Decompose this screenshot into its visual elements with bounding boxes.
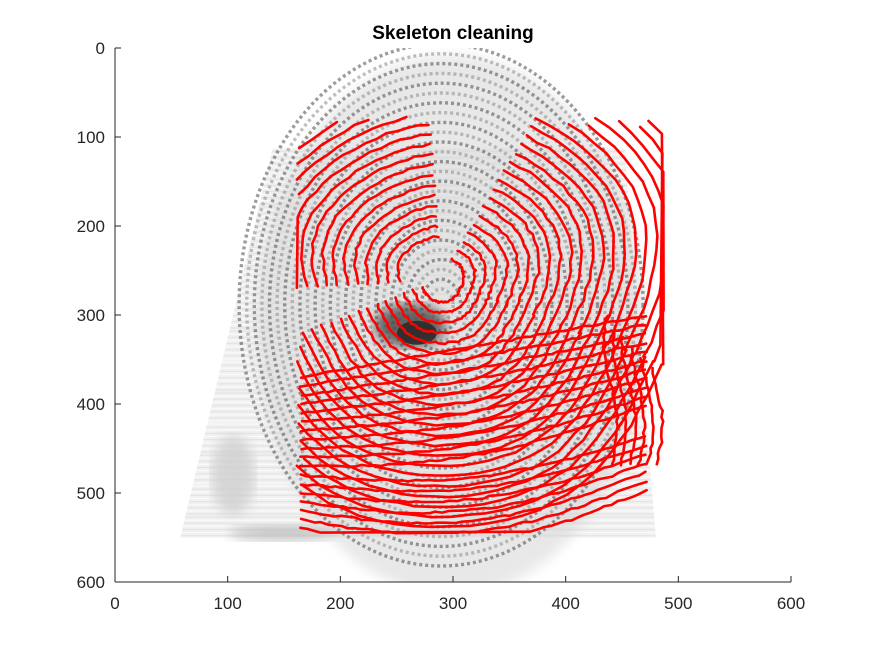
ridge-line <box>514 153 595 331</box>
ridge-line <box>587 124 659 352</box>
ridge-line <box>301 363 663 529</box>
ridge-line <box>450 257 466 289</box>
x-tick-label: 300 <box>439 594 467 613</box>
ridge-line <box>611 324 629 467</box>
ridge-line <box>299 435 647 483</box>
ridge-line <box>466 231 498 298</box>
ridge-line <box>331 174 434 287</box>
ridge-line <box>296 339 599 457</box>
ridge-line <box>300 331 647 397</box>
ridge-line <box>299 470 647 525</box>
ridge-line <box>472 223 510 302</box>
ridge-line <box>376 302 508 356</box>
ridge-line <box>299 480 648 535</box>
ridge-line <box>298 120 339 150</box>
ridge-line <box>319 323 563 417</box>
ridge-line <box>310 152 434 288</box>
ridge-line <box>298 404 647 469</box>
ridge-line <box>300 350 649 415</box>
ridge-line <box>489 196 541 314</box>
ridge-line <box>385 224 439 284</box>
ridge-line <box>481 204 531 309</box>
x-tick-label: 600 <box>777 594 805 613</box>
ridge-line <box>299 444 648 493</box>
ridge-line <box>396 235 440 283</box>
ridge-line <box>297 345 618 477</box>
ridge-line <box>298 324 648 388</box>
chart-title: Skeleton cleaning <box>372 23 534 44</box>
y-tick-label: 400 <box>77 395 105 414</box>
ridge-line <box>299 488 648 534</box>
ridge-line <box>629 345 647 466</box>
ridge-line <box>295 115 408 181</box>
x-axis-ticks: 0 100 200 300 400 500 600 <box>110 576 805 613</box>
ridge-line <box>478 214 520 307</box>
ridge-line <box>363 205 438 286</box>
ridge-line <box>297 123 430 196</box>
ridge-line <box>492 188 552 316</box>
ridge-line <box>298 342 609 468</box>
ridge-line <box>300 360 648 423</box>
ridge-line <box>300 342 648 406</box>
ridge-line <box>567 123 648 349</box>
ridge-line <box>300 142 432 288</box>
ridge-line <box>299 368 647 433</box>
ridge-line <box>411 288 472 315</box>
ridge-line <box>299 376 648 442</box>
ridge-line <box>520 142 606 335</box>
y-tick-label: 100 <box>77 128 105 147</box>
ridge-line <box>394 296 491 335</box>
x-tick-label: 500 <box>664 594 692 613</box>
y-axis-ticks: 0 100 200 300 400 500 600 <box>77 39 121 592</box>
x-tick-label: 400 <box>551 594 579 613</box>
ridge-line <box>619 335 638 466</box>
ridge-line <box>456 249 477 293</box>
ridge-line <box>462 241 487 296</box>
ridge-line <box>529 125 626 341</box>
ridge-line <box>295 133 433 289</box>
ridge-line <box>299 462 648 515</box>
ridge-line <box>601 314 620 466</box>
ridge-line <box>647 119 665 366</box>
ridge-line <box>402 291 481 325</box>
ridge-line <box>296 118 370 165</box>
ridge-line <box>297 348 628 488</box>
ridge-line <box>502 169 574 324</box>
ridge-line <box>534 117 638 346</box>
y-tick-label: 0 <box>96 39 105 58</box>
ridge-line <box>352 193 436 285</box>
ridge-line <box>497 178 563 321</box>
ridge-line <box>525 134 615 339</box>
smudge <box>211 435 256 516</box>
y-tick-label: 600 <box>77 573 105 592</box>
ridge-line <box>421 285 463 305</box>
ridge-line <box>320 162 434 287</box>
ridge-line <box>299 395 647 459</box>
x-tick-label: 200 <box>326 594 354 613</box>
x-tick-label: 0 <box>110 594 119 613</box>
y-tick-label: 500 <box>77 484 105 503</box>
y-tick-label: 300 <box>77 306 105 325</box>
ridge-line <box>384 299 500 346</box>
x-tick-label: 100 <box>213 594 241 613</box>
ridge-line <box>300 386 648 451</box>
skeleton-ridges <box>295 115 665 535</box>
ridge-line <box>639 356 655 466</box>
ridge-line <box>295 359 655 519</box>
ridge-line <box>299 315 648 380</box>
ridge-line <box>508 160 583 328</box>
ridge-line <box>375 214 438 285</box>
ridge-line <box>299 453 647 504</box>
y-tick-label: 200 <box>77 217 105 236</box>
dark-spot-core <box>396 320 437 345</box>
ridge-line <box>342 184 437 286</box>
ridge-line <box>651 366 665 466</box>
